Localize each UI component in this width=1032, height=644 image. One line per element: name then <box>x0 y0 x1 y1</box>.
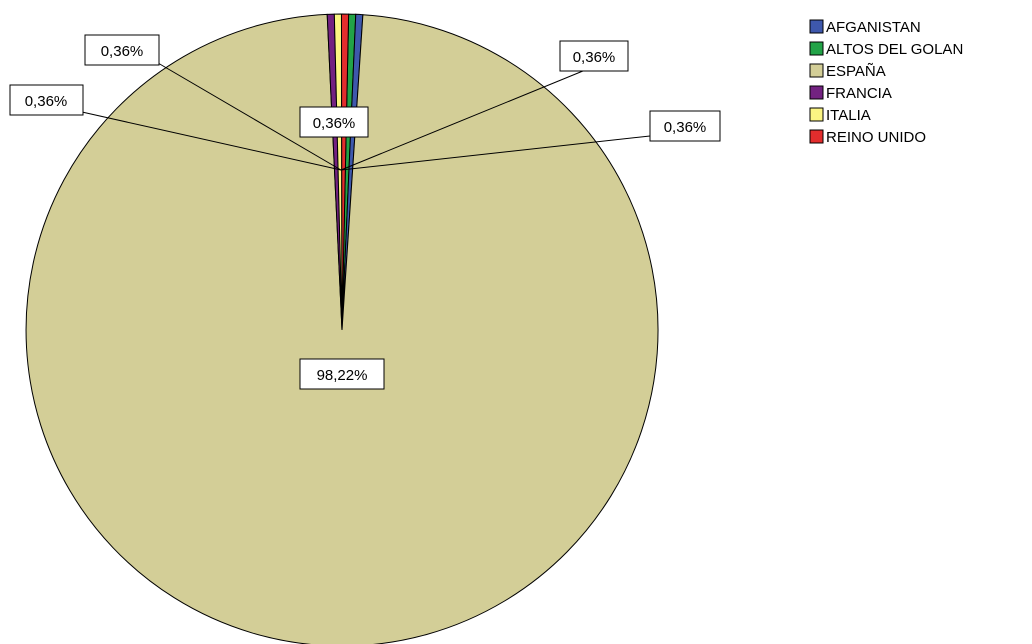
legend-swatch-4 <box>809 107 824 122</box>
legend-item-2: ESPAÑA <box>809 63 886 80</box>
legend-label-3: FRANCIA <box>826 85 892 102</box>
legend: AFGANISTAN ALTOS DEL GOLAN ESPAÑA FRANCIA IT… <box>809 19 963 146</box>
legend-label-1: ALTOS DEL GOLAN <box>826 41 963 58</box>
data-label-text-2: 98,22% <box>317 367 368 384</box>
legend-item-1: ALTOS DEL GOLAN <box>809 41 963 58</box>
data-labels: 0,36% 0,36% 98,22% 0,36% 0,36% 0,36% <box>9 34 721 390</box>
leader-line-1 <box>157 62 342 171</box>
legend-label-4: ITALIA <box>826 107 871 124</box>
pie-slices <box>25 13 659 644</box>
legend-label-5: REINO UNIDO <box>826 129 926 146</box>
leader-line-2 <box>81 111 342 171</box>
data-label-2: 98,22% <box>299 358 385 390</box>
data-label-text-0: 0,36% <box>101 43 144 60</box>
legend-label-0: AFGANISTAN <box>826 19 921 36</box>
data-label-text-5: 0,36% <box>664 119 707 136</box>
data-label-3: 0,36% <box>299 106 369 138</box>
data-label-1: 0,36% <box>9 84 84 116</box>
label-leader-lines <box>81 62 651 171</box>
legend-swatch-0 <box>809 19 824 34</box>
data-label-text-1: 0,36% <box>25 93 68 110</box>
legend-swatch-5 <box>809 129 824 144</box>
leader-line-4 <box>340 135 651 171</box>
legend-item-4: ITALIA <box>809 107 871 124</box>
legend-item-5: REINO UNIDO <box>809 129 926 146</box>
legend-label-2: ESPAÑA <box>826 63 886 80</box>
data-label-text-4: 0,36% <box>573 49 616 66</box>
legend-item-0: AFGANISTAN <box>809 19 921 36</box>
pie-slice-reino-unido <box>340 13 350 331</box>
legend-swatch-2 <box>809 63 824 78</box>
data-label-text-3: 0,36% <box>313 115 356 132</box>
legend-swatch-1 <box>809 41 824 56</box>
data-label-5: 0,36% <box>649 110 721 142</box>
data-label-4: 0,36% <box>559 40 629 72</box>
data-label-0: 0,36% <box>84 34 160 66</box>
leader-line-3 <box>340 63 601 171</box>
legend-swatch-3 <box>809 85 824 100</box>
legend-item-3: FRANCIA <box>809 85 892 102</box>
